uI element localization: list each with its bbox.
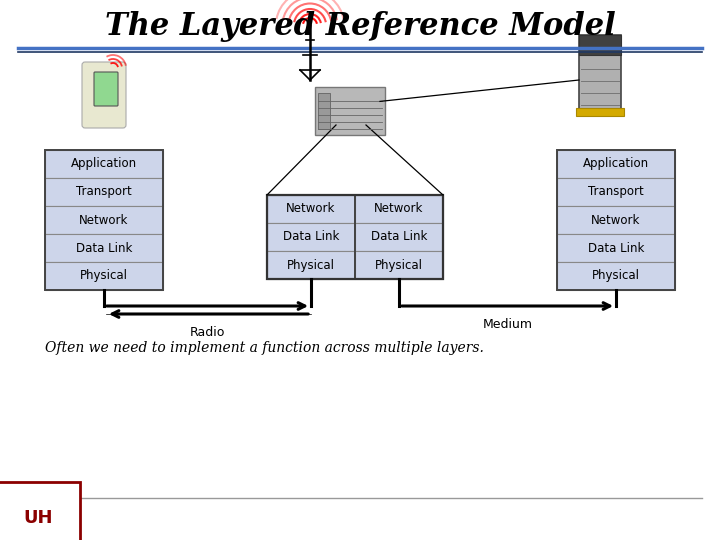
Text: Physical: Physical	[80, 269, 128, 282]
Text: Application: Application	[71, 158, 137, 171]
Bar	[579, 35, 621, 55]
Bar	[45, 178, 163, 206]
Text: Data Link: Data Link	[283, 231, 339, 244]
Text: Data Link: Data Link	[588, 241, 644, 254]
Bar	[355, 251, 443, 279]
Text: Physical: Physical	[287, 259, 335, 272]
Bar	[557, 234, 675, 262]
Bar	[557, 178, 675, 206]
Text: Often we need to implement a function across multiple layers.: Often we need to implement a function ac…	[45, 341, 484, 355]
Text: Data Link: Data Link	[371, 231, 427, 244]
FancyBboxPatch shape	[94, 72, 118, 106]
Bar	[318, 93, 330, 129]
Bar	[267, 251, 355, 279]
Bar	[579, 35, 621, 110]
FancyBboxPatch shape	[82, 62, 126, 128]
Bar	[45, 150, 163, 178]
Text: Transport: Transport	[588, 186, 644, 199]
Text: The Layered Reference Model: The Layered Reference Model	[104, 11, 616, 43]
Text: Network: Network	[374, 202, 423, 215]
Text: UH: UH	[23, 509, 53, 527]
Text: Network: Network	[79, 213, 129, 226]
Bar	[355, 195, 443, 223]
Bar	[355, 223, 443, 251]
Text: Network: Network	[287, 202, 336, 215]
Bar	[557, 150, 675, 178]
Bar	[557, 150, 675, 290]
Bar	[267, 195, 355, 279]
Text: Transport: Transport	[76, 186, 132, 199]
Bar	[267, 195, 443, 279]
Bar	[267, 195, 355, 223]
Text: Medium: Medium	[482, 318, 533, 331]
Bar	[557, 262, 675, 290]
Bar	[45, 262, 163, 290]
Text: Physical: Physical	[592, 269, 640, 282]
Bar	[315, 87, 385, 135]
Bar	[557, 206, 675, 234]
Bar	[45, 150, 163, 290]
Bar	[576, 108, 624, 116]
Bar	[267, 223, 355, 251]
Bar	[45, 234, 163, 262]
Text: Application: Application	[583, 158, 649, 171]
Text: Physical: Physical	[375, 259, 423, 272]
Bar	[355, 195, 443, 279]
Text: Data Link: Data Link	[76, 241, 132, 254]
Bar	[45, 206, 163, 234]
Text: Radio: Radio	[190, 326, 225, 339]
Text: Network: Network	[591, 213, 641, 226]
